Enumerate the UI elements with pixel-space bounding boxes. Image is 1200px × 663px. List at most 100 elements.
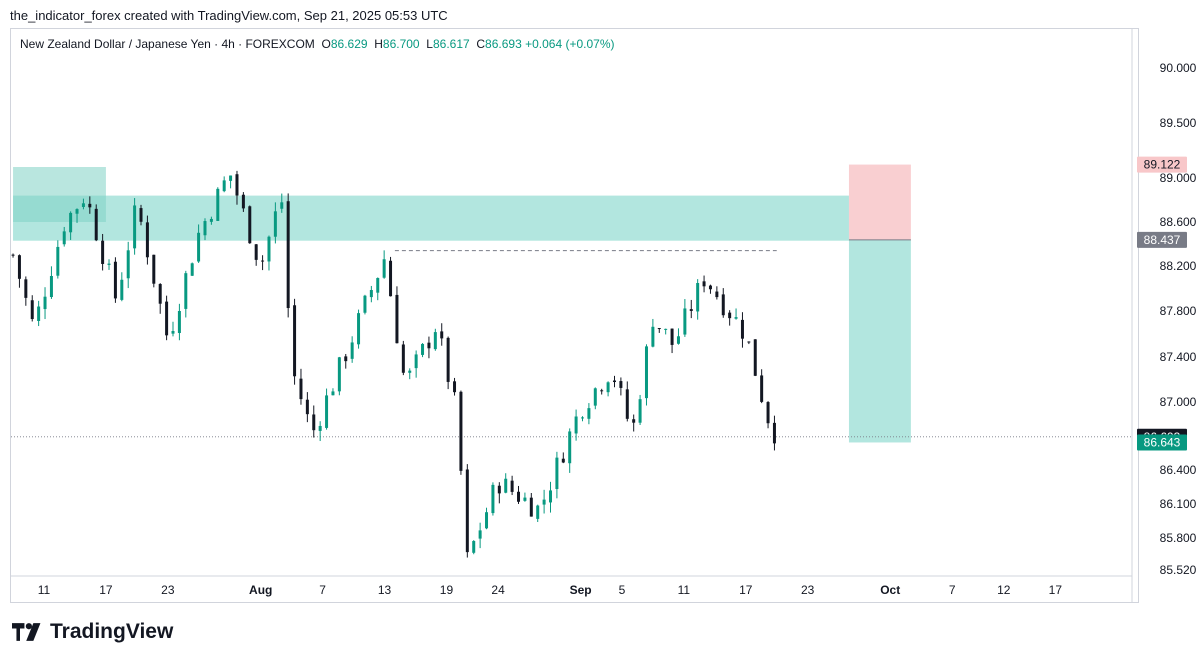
candle-up [523, 497, 527, 501]
candle-up [683, 308, 687, 335]
y-tick-label: 86.100 [1160, 497, 1197, 511]
candle-down [612, 380, 616, 383]
candle-up [331, 391, 335, 396]
candle-down [395, 294, 399, 344]
candle-up [81, 203, 85, 207]
candle-down [401, 344, 405, 373]
candle-down [139, 208, 143, 222]
candle-up [491, 484, 495, 514]
candle-up [56, 246, 60, 276]
x-tick-label: 19 [440, 583, 454, 597]
candle-up [280, 202, 284, 209]
candle-up [49, 275, 53, 298]
symbol-title[interactable]: New Zealand Dollar / Japanese Yen · 4h ·… [20, 37, 315, 51]
candle-up [421, 343, 425, 355]
candle-down [145, 222, 149, 258]
y-tick-label: 89.000 [1160, 171, 1197, 185]
candle-up [568, 431, 572, 464]
candle-down [158, 284, 162, 304]
candle-up [580, 417, 584, 419]
x-tick-label: Sep [570, 583, 592, 597]
candle-down [689, 309, 693, 311]
candle-up [363, 295, 367, 313]
candle-up [504, 478, 508, 493]
candle-down [101, 240, 105, 264]
candle-down [165, 301, 169, 336]
candle-down [561, 458, 565, 463]
y-tick-label: 87.000 [1160, 395, 1197, 409]
candle-up [273, 211, 277, 237]
candle-down [344, 356, 348, 362]
candle-down [293, 305, 297, 377]
candle-up [177, 310, 181, 334]
y-tick-label: 87.800 [1160, 304, 1197, 318]
candle-up [593, 388, 597, 406]
candle-down [510, 480, 514, 492]
candle-down [708, 285, 712, 290]
candle-up [197, 232, 201, 262]
candle-up [350, 342, 354, 359]
ohlc-close: C86.693 [476, 37, 522, 51]
chart-frame [10, 28, 1139, 603]
candle-down [241, 194, 245, 209]
candle-down [632, 419, 636, 423]
candle-down [715, 291, 719, 298]
candle-down [312, 414, 316, 431]
candle-up [644, 346, 648, 399]
candle-down [446, 337, 450, 382]
candle-down [619, 381, 623, 388]
candle-up [133, 205, 137, 249]
y-tick-label: 87.400 [1160, 350, 1197, 364]
candle-down [625, 389, 629, 419]
price-label-text: 88.437 [1144, 233, 1181, 247]
candle-up [555, 457, 559, 490]
candle-up [376, 278, 380, 293]
candle-down [113, 261, 117, 299]
candle-up [478, 530, 482, 539]
x-tick-label: 11 [38, 583, 51, 597]
candle-up [676, 336, 680, 344]
x-tick-label: Oct [880, 583, 900, 597]
stop-loss-zone [848, 164, 911, 240]
x-tick-label: Aug [249, 583, 272, 597]
tradingview-brand[interactable]: TradingView [50, 620, 174, 643]
candle-down [261, 260, 265, 262]
candle-down [600, 390, 604, 392]
price-label-stop [1137, 156, 1187, 173]
y-tick-label: 85.800 [1160, 531, 1197, 545]
x-tick-label: 13 [378, 583, 392, 597]
candle-down [529, 497, 533, 517]
price-label-text: 86.643 [1144, 435, 1181, 449]
candle-down [760, 375, 764, 402]
candle-down [235, 174, 239, 196]
candle-down [670, 328, 674, 345]
candle-up [408, 370, 412, 373]
candle-down [753, 339, 757, 376]
candle-up [171, 331, 175, 334]
y-tick-label: 86.400 [1160, 463, 1197, 477]
y-tick-label: 88.200 [1160, 259, 1197, 273]
candle-down [453, 381, 457, 393]
candle-down [286, 201, 290, 309]
candle-down [248, 206, 252, 244]
candle-up [229, 175, 233, 181]
candle-up [587, 408, 591, 419]
candle-up [216, 188, 220, 221]
candle-up [734, 317, 738, 319]
x-tick-label: 7 [949, 583, 956, 597]
x-tick-label: 17 [739, 583, 753, 597]
candle-down [88, 203, 92, 208]
candle-down [740, 319, 744, 339]
candle-up [638, 399, 642, 423]
candle-up [325, 395, 329, 428]
candle-down [517, 491, 521, 502]
candle-up [209, 218, 213, 222]
candle-up [318, 425, 322, 431]
x-tick-label: 23 [801, 583, 815, 597]
chart-attribution: the_indicator_forex created with Trading… [10, 8, 448, 23]
candle-up [382, 259, 386, 278]
candle-up [536, 505, 540, 519]
candle-down [440, 331, 444, 339]
symbol-legend: New Zealand Dollar / Japanese Yen · 4h ·… [20, 37, 615, 51]
